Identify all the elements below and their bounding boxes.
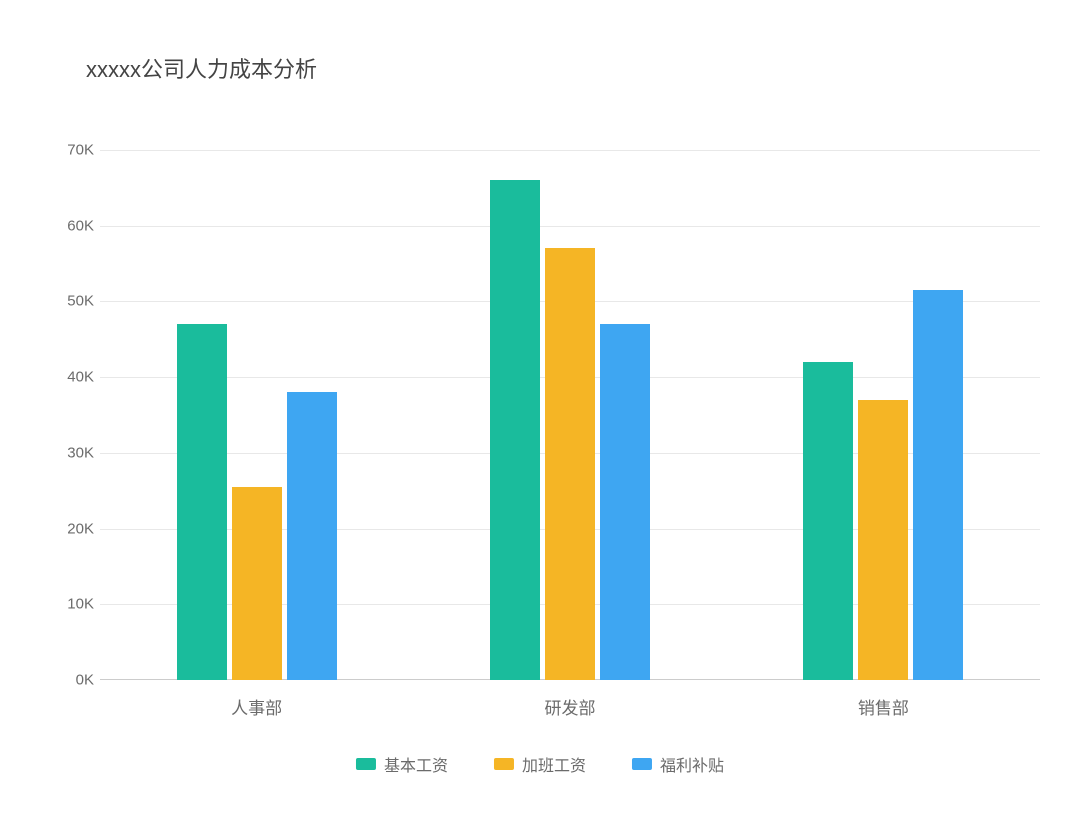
legend-item[interactable]: 基本工资 [356,752,448,776]
grid-line [100,226,1040,227]
legend-swatch [632,758,652,770]
legend-label: 加班工资 [522,752,586,776]
bar [232,487,282,680]
bar [177,324,227,680]
y-tick-label: 0K [50,672,94,689]
legend-item[interactable]: 加班工资 [494,752,586,776]
y-tick-label: 70K [50,142,94,159]
bar [287,392,337,680]
y-tick-label: 40K [50,369,94,386]
bar [545,248,595,680]
y-tick-label: 30K [50,444,94,461]
bar [600,324,650,680]
legend-swatch [494,758,514,770]
bar [490,180,540,680]
legend-label: 基本工资 [384,752,448,776]
y-tick-label: 20K [50,520,94,537]
y-tick-label: 10K [50,596,94,613]
legend-label: 福利补贴 [660,752,724,776]
x-category-label: 研发部 [545,694,596,719]
chart-title: xxxxx公司人力成本分析 [86,52,317,84]
legend-swatch [356,758,376,770]
bar [913,290,963,680]
grid-line [100,150,1040,151]
bar [803,362,853,680]
y-tick-label: 60K [50,217,94,234]
legend-item[interactable]: 福利补贴 [632,752,724,776]
plot-area: 0K10K20K30K40K50K60K70K 人事部研发部销售部 [100,150,1040,680]
y-axis-labels: 0K10K20K30K40K50K60K70K [50,150,94,680]
y-tick-label: 50K [50,293,94,310]
x-category-label: 销售部 [858,694,909,719]
legend: 基本工资 加班工资 福利补贴 [356,752,724,776]
bar [858,400,908,680]
x-category-label: 人事部 [231,694,282,719]
